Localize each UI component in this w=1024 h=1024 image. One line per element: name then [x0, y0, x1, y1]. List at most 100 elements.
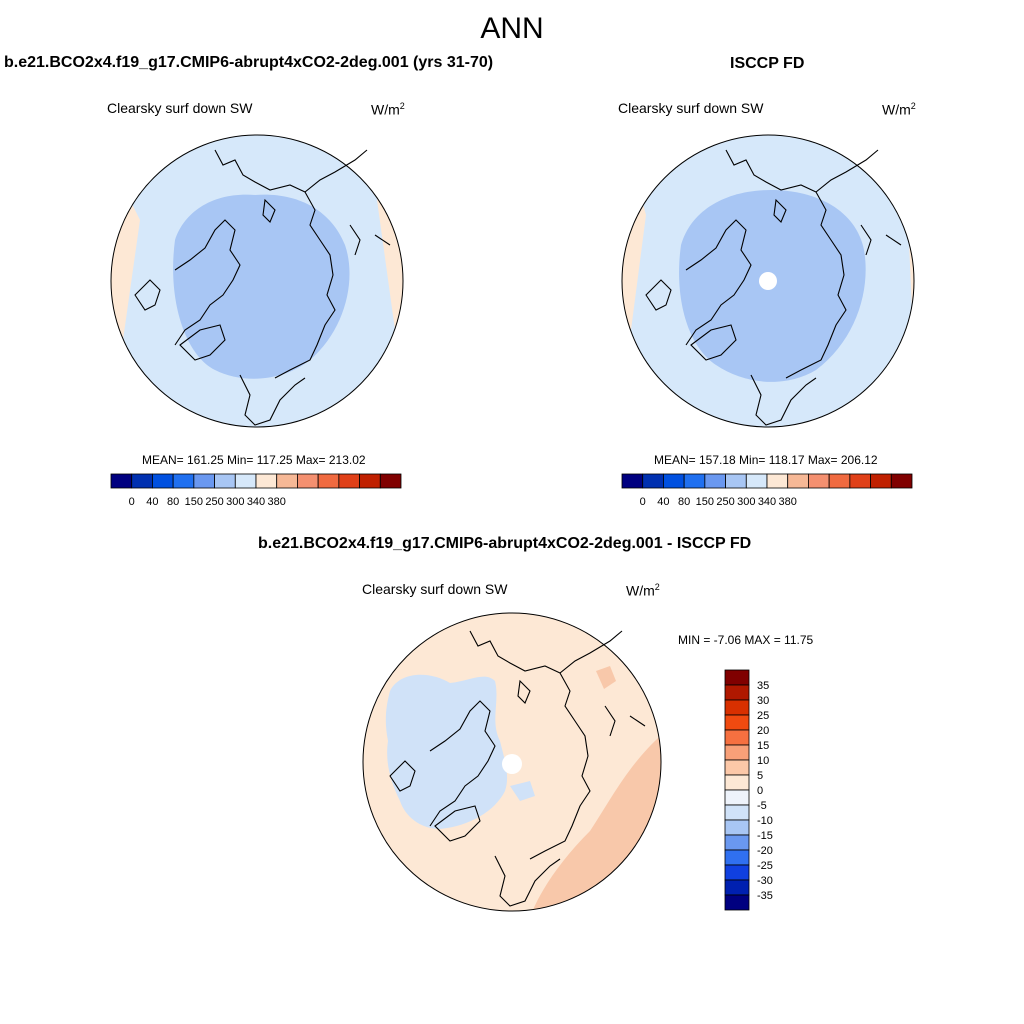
- colorbar-box: [131, 473, 153, 489]
- colorbar-box: [724, 849, 750, 866]
- panel3-missing-pole: [502, 754, 522, 774]
- panel3-stats: MIN = -7.06 MAX = 11.75: [678, 633, 814, 647]
- colorbar-box: [849, 473, 871, 489]
- panel2-coastlines: [645, 149, 902, 426]
- colorbar-box: [152, 473, 174, 489]
- panel1-colorbar: 0 40 80 150 250 300 340 380: [110, 473, 402, 508]
- colorbar-box: [808, 473, 830, 489]
- panel3-colorbar-boxes: [724, 669, 750, 911]
- left-panel-title: b.e21.BCO2x4.f19_g17.CMIP6-abrupt4xCO2-2…: [4, 54, 494, 71]
- colorbar-box: [172, 473, 195, 489]
- panel2-map-border: [621, 134, 915, 428]
- panel3-positive-spot: [596, 666, 616, 689]
- panel2-stats: MEAN= 157.18 Min= 118.17 Max= 206.12: [654, 453, 878, 467]
- colorbar-box: [724, 864, 750, 881]
- colorbar-box: [724, 894, 750, 911]
- colorbar-box: [359, 473, 381, 489]
- colorbar-tick-label: 0: [757, 785, 763, 797]
- colorbar-box: [193, 473, 215, 489]
- panel3-units: W/m2: [626, 582, 660, 599]
- panel3-map-border: [362, 612, 662, 912]
- colorbar-box: [724, 759, 750, 776]
- colorbar-box: [234, 473, 257, 489]
- panel1-units: W/m2: [371, 101, 405, 118]
- panel3-colorbar: 35 30 25 20 15 10 5 0 -5 -10 -15 -20 -25 -30 -35: [724, 669, 773, 911]
- colorbar-tick-label: 380: [268, 496, 286, 508]
- panel3-map: [362, 612, 662, 912]
- colorbar-tick-label: -35: [757, 890, 773, 902]
- colorbar-tick-label: 340: [758, 496, 776, 508]
- colorbar-box: [745, 473, 768, 489]
- colorbar-tick-label: 0: [640, 496, 646, 508]
- colorbar-tick-label: -30: [757, 875, 773, 887]
- colorbar-tick-label: 80: [167, 496, 179, 508]
- colorbar-tick-label: -25: [757, 860, 773, 872]
- colorbar-box: [890, 473, 913, 489]
- colorbar-tick-label: 250: [716, 496, 734, 508]
- colorbar-box: [214, 473, 236, 489]
- colorbar-box: [787, 473, 809, 489]
- colorbar-box: [725, 473, 747, 489]
- panel2-missing-pole: [759, 272, 777, 290]
- colorbar-box: [317, 473, 340, 489]
- colorbar-tick-label: 15: [757, 740, 769, 752]
- colorbar-box: [724, 879, 750, 896]
- colorbar-tick-label: 150: [185, 496, 203, 508]
- colorbar-box: [724, 804, 750, 821]
- colorbar-box: [724, 744, 750, 761]
- panel1-map: [110, 134, 404, 428]
- panel1-variable-label: Clearsky surf down SW: [107, 100, 253, 116]
- colorbar-tick-label: -15: [757, 830, 773, 842]
- colorbar-tick-label: 300: [737, 496, 755, 508]
- colorbar-box: [766, 473, 789, 489]
- panel1-map-border: [110, 134, 404, 428]
- panel3-negative-greenland-canada: [385, 674, 508, 829]
- colorbar-tick-label: 20: [757, 725, 769, 737]
- colorbar-tick-label: 80: [678, 496, 690, 508]
- panel2-colorbar-boxes: [621, 473, 913, 489]
- colorbar-box: [724, 834, 750, 851]
- colorbar-box: [828, 473, 851, 489]
- colorbar-box: [683, 473, 706, 489]
- colorbar-box: [297, 473, 319, 489]
- colorbar-tick-label: 40: [146, 496, 158, 508]
- diff-panel-title: b.e21.BCO2x4.f19_g17.CMIP6-abrupt4xCO2-2…: [258, 535, 752, 552]
- colorbar-tick-label: 30: [757, 695, 769, 707]
- main-title: ANN: [480, 12, 544, 45]
- colorbar-box: [663, 473, 685, 489]
- colorbar-box: [621, 473, 644, 489]
- panel2-variable-label: Clearsky surf down SW: [618, 100, 764, 116]
- panel1-coastlines: [134, 149, 391, 426]
- colorbar-box: [870, 473, 892, 489]
- colorbar-tick-label: -20: [757, 845, 773, 857]
- colorbar-box: [379, 473, 402, 489]
- panel1-colorbar-boxes: [110, 473, 402, 489]
- panel2-colorbar: 0 40 80 150 250 300 340 380: [621, 473, 913, 508]
- colorbar-box: [724, 684, 750, 701]
- panel1-arctic-core: [173, 194, 350, 379]
- colorbar-tick-label: 10: [757, 755, 769, 767]
- colorbar-box: [642, 473, 664, 489]
- colorbar-tick-label: 40: [657, 496, 669, 508]
- panel1-colorbar-ticks: 0 40 80 150 250 300 340 380: [129, 496, 286, 508]
- colorbar-box: [724, 774, 750, 791]
- colorbar-tick-label: 25: [757, 710, 769, 722]
- colorbar-tick-label: 5: [757, 770, 763, 782]
- colorbar-box: [724, 699, 750, 716]
- colorbar-box: [704, 473, 726, 489]
- colorbar-tick-label: 150: [696, 496, 714, 508]
- colorbar-tick-label: 35: [757, 680, 769, 692]
- colorbar-box: [110, 473, 133, 489]
- panel3-colorbar-ticks: 35 30 25 20 15 10 5 0 -5 -10 -15 -20 -25 -30 -35: [757, 680, 773, 902]
- colorbar-tick-label: 250: [205, 496, 223, 508]
- colorbar-box: [338, 473, 360, 489]
- colorbar-tick-label: 0: [129, 496, 135, 508]
- colorbar-tick-label: 380: [779, 496, 797, 508]
- colorbar-box: [724, 669, 750, 686]
- panel2-map: [621, 134, 915, 428]
- colorbar-box: [276, 473, 298, 489]
- panel1-stats: MEAN= 161.25 Min= 117.25 Max= 213.02: [142, 453, 366, 467]
- colorbar-tick-label: -5: [757, 800, 767, 812]
- colorbar-box: [724, 714, 750, 731]
- right-panel-title: ISCCP FD: [730, 55, 805, 72]
